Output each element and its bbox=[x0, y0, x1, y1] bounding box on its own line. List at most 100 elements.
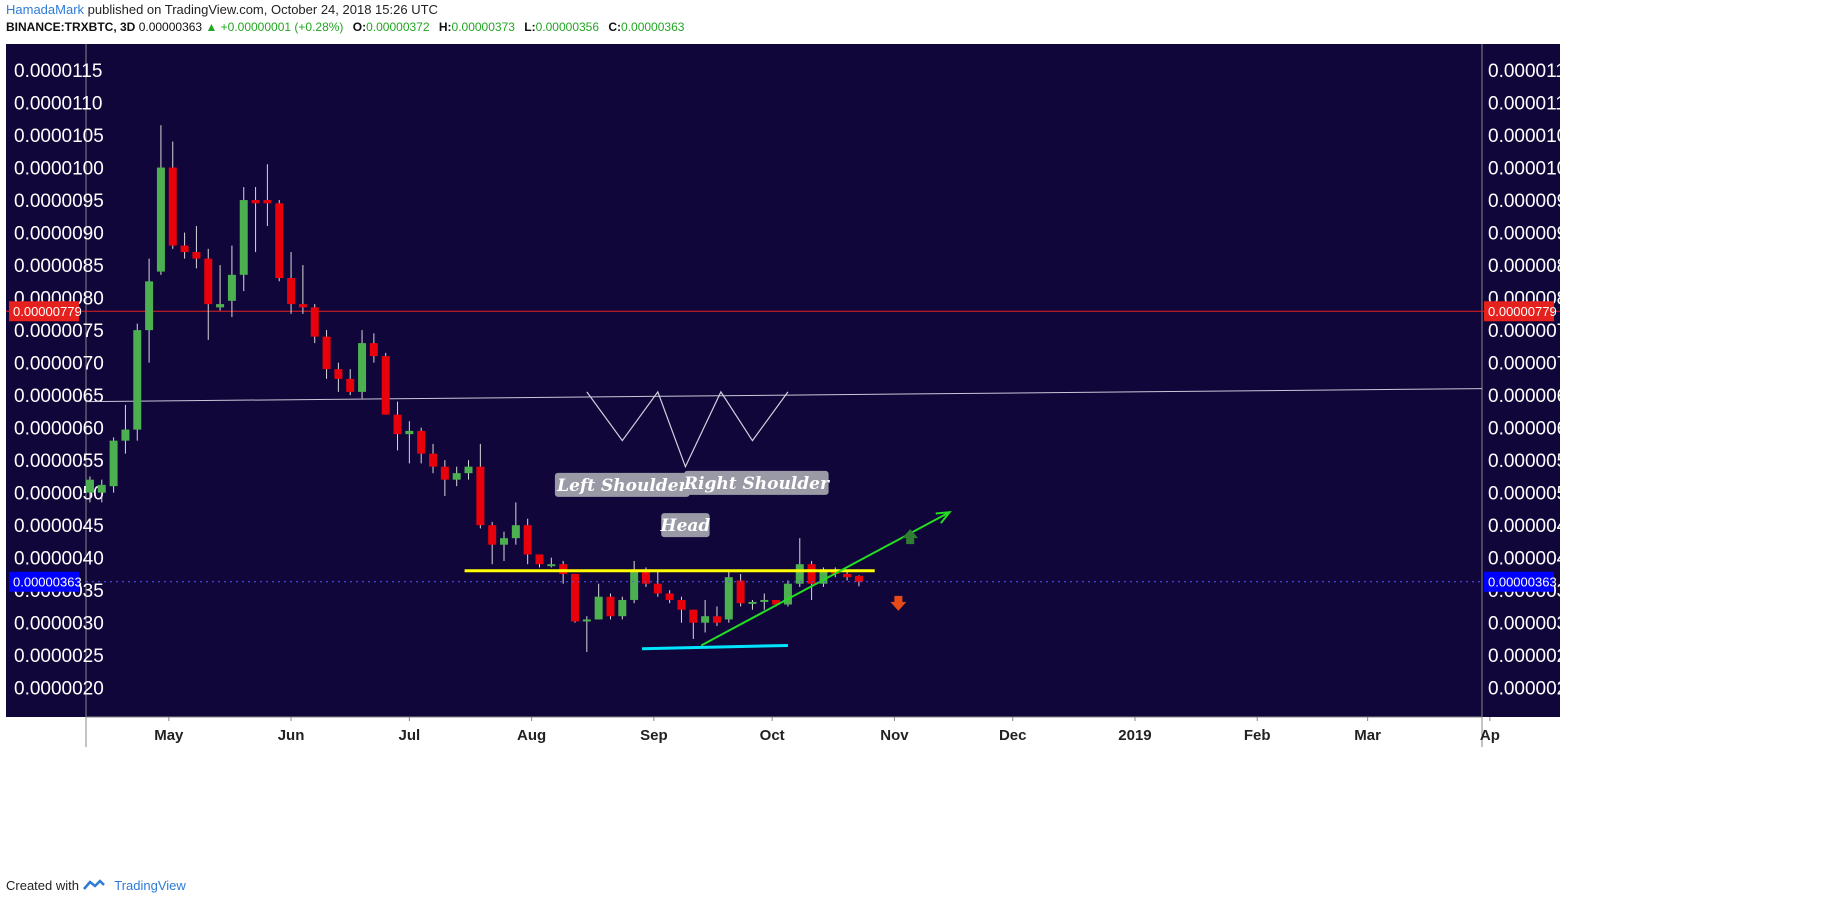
red-line-price-badge-right bbox=[1484, 301, 1554, 322]
y-tick-label-right: 0.0000085 bbox=[1488, 256, 1578, 277]
trend-arrow-head bbox=[935, 510, 952, 524]
y-tick-label-left: 0.0000085 bbox=[14, 256, 104, 277]
support-line bbox=[642, 643, 788, 651]
candle-up bbox=[358, 343, 367, 392]
candle-up bbox=[239, 200, 248, 275]
red-line-price-badge-left bbox=[9, 301, 79, 322]
candle-up bbox=[547, 564, 556, 567]
author-link[interactable]: HamadaMark bbox=[6, 2, 85, 17]
arrow-up-icon bbox=[902, 529, 919, 545]
candle-up bbox=[594, 596, 603, 620]
y-tick-label-left: 0.0000110 bbox=[14, 94, 102, 115]
open-value: 0.00000372 bbox=[366, 20, 430, 34]
close-value: 0.00000363 bbox=[621, 20, 685, 34]
candle-down bbox=[322, 336, 331, 370]
x-tick-label: Aug bbox=[517, 727, 546, 744]
candle-down bbox=[653, 583, 662, 594]
candle-down bbox=[168, 167, 177, 246]
candle-up bbox=[819, 570, 828, 584]
candle-up bbox=[630, 570, 639, 600]
y-tick-label-right: 0.0000045 bbox=[1488, 516, 1578, 537]
candle-down bbox=[429, 453, 438, 467]
y-tick-label-left: 0.0000105 bbox=[14, 126, 104, 147]
price-change: ▲ +0.00000001 (+0.28%) bbox=[205, 20, 344, 34]
candle-down bbox=[393, 414, 402, 435]
close-label: C: bbox=[608, 20, 622, 34]
candle-down bbox=[334, 369, 343, 379]
candle-down bbox=[417, 430, 426, 454]
tradingview-link[interactable]: TradingView bbox=[114, 878, 186, 893]
y-tick-label-left: 0.0000070 bbox=[14, 354, 104, 375]
candle-down bbox=[263, 200, 272, 204]
candle-up bbox=[121, 429, 130, 441]
y-tick-label-left: 0.0000025 bbox=[14, 646, 104, 667]
x-axis-background bbox=[6, 717, 1560, 753]
candle-down bbox=[854, 575, 863, 582]
current-price-badge-left bbox=[9, 571, 79, 592]
y-tick-label-right: 0.0000060 bbox=[1488, 419, 1578, 440]
y-tick-label-left: 0.0000020 bbox=[14, 679, 104, 700]
candle-down bbox=[843, 573, 852, 578]
candle-down bbox=[736, 580, 745, 604]
x-tick-label: 2019 bbox=[1118, 727, 1151, 744]
y-tick-label-left: 0.0000065 bbox=[14, 386, 104, 407]
candle-up bbox=[795, 564, 804, 584]
footer: Created with TradingView bbox=[6, 878, 186, 894]
candle-down bbox=[287, 278, 296, 305]
x-tick-label: Nov bbox=[880, 727, 909, 744]
candle-up bbox=[511, 525, 520, 539]
x-tick-label: Mar bbox=[1354, 727, 1381, 744]
candle-down bbox=[381, 356, 390, 415]
candle-up bbox=[97, 484, 106, 493]
candle-down bbox=[807, 564, 816, 584]
high-value: 0.00000373 bbox=[451, 20, 515, 34]
candle-up bbox=[109, 440, 118, 487]
candle-up bbox=[500, 538, 509, 545]
y-tick-label-left: 0.0000055 bbox=[14, 451, 104, 472]
y-tick-label-right: 0.0000025 bbox=[1488, 646, 1578, 667]
candle-down bbox=[523, 525, 532, 555]
candle-down bbox=[559, 564, 568, 574]
candle-down bbox=[606, 596, 615, 617]
y-tick-label-right: 0.0000095 bbox=[1488, 191, 1578, 212]
candlestick-chart[interactable]: 0.0000115 0.0000115 0.0000110 0.0000110 0.00… bbox=[6, 44, 1822, 874]
candle-down bbox=[641, 570, 650, 584]
low-value: 0.00000356 bbox=[535, 20, 600, 34]
candle-down bbox=[204, 258, 213, 305]
y-tick-label-left: 0.0000100 bbox=[14, 159, 104, 180]
x-tick-label: Feb bbox=[1244, 727, 1271, 744]
y-tick-label-left: 0.0000075 bbox=[14, 321, 104, 342]
y-tick-label-right: 0.0000030 bbox=[1488, 614, 1578, 635]
head-and-shoulders-pattern bbox=[586, 390, 789, 469]
candle-down bbox=[772, 599, 781, 605]
y-tick-label-right: 0.0000075 bbox=[1488, 321, 1578, 342]
y-tick-label-left: 0.0000050 bbox=[14, 484, 104, 505]
high-label: H: bbox=[438, 20, 452, 34]
candle-up bbox=[145, 281, 154, 331]
candle-down bbox=[488, 525, 497, 545]
chart-publisher-line: HamadaMark published on TradingView.com,… bbox=[6, 2, 438, 17]
y-tick-label-left: 0.0000040 bbox=[14, 549, 104, 570]
created-with-text: Created with bbox=[6, 878, 79, 893]
current-price-badge-right-text: 0.00000363 bbox=[1488, 575, 1557, 590]
current-price-badge-right bbox=[1484, 571, 1554, 592]
pattern-label-box bbox=[684, 470, 829, 495]
candle-up bbox=[133, 330, 142, 430]
y-tick-label-right: 0.0000100 bbox=[1488, 159, 1578, 180]
y-tick-label-right: 0.0000040 bbox=[1488, 549, 1578, 570]
candle-up bbox=[748, 601, 757, 604]
y-tick-label-left: 0.0000115 bbox=[14, 61, 102, 82]
y-tick-label-right: 0.0000070 bbox=[1488, 354, 1578, 375]
tradingview-logo-icon[interactable] bbox=[82, 879, 105, 894]
pattern-label: Right Shoulder bbox=[683, 474, 830, 494]
y-tick-label-right: 0.0000105 bbox=[1488, 126, 1578, 147]
red-line-price-badge-left-text: 0.00000779 bbox=[13, 304, 82, 319]
x-tick-label: Oct bbox=[760, 727, 785, 744]
y-tick-label-left: 0.0000030 bbox=[14, 614, 104, 635]
y-tick-label-right: 0.0000065 bbox=[1488, 386, 1578, 407]
last-price: 0.00000363 bbox=[138, 20, 203, 34]
candle-down bbox=[570, 573, 579, 622]
candle-down bbox=[535, 554, 544, 565]
symbol-label: BINANCE:TRXBTC, 3D bbox=[6, 20, 136, 34]
red-line-price-badge-right-text: 0.00000779 bbox=[1488, 304, 1557, 319]
